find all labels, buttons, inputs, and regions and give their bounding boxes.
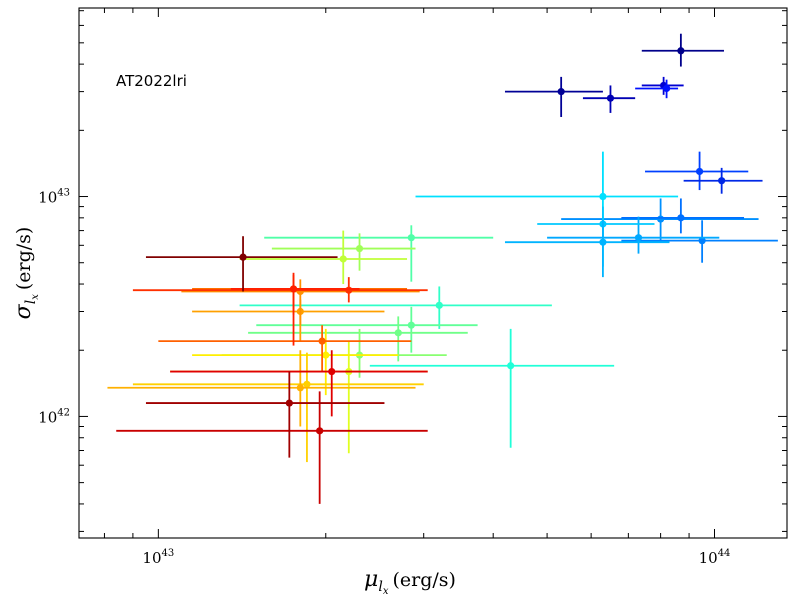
x-axis-label: μlx(erg/s) — [364, 567, 456, 597]
point-marker — [599, 238, 607, 246]
data-point — [504, 220, 670, 278]
data-point — [145, 371, 385, 458]
plot-frame — [78, 7, 788, 539]
data-point — [369, 328, 615, 448]
point-marker — [355, 244, 364, 253]
data-point — [248, 316, 468, 362]
point-marker — [677, 47, 685, 55]
point-marker — [285, 399, 293, 407]
point-marker — [606, 94, 615, 102]
point-marker — [316, 427, 324, 435]
data-point — [170, 350, 428, 417]
point-marker — [695, 167, 704, 176]
data-point — [621, 220, 778, 263]
data-point — [582, 85, 636, 113]
data-point — [145, 236, 338, 292]
data-point — [547, 216, 720, 254]
point-marker — [698, 237, 706, 245]
major-ticks — [79, 8, 787, 538]
data-points — [107, 33, 778, 504]
point-marker — [296, 384, 304, 392]
data-point — [645, 151, 749, 191]
data-point — [641, 33, 724, 67]
point-marker — [407, 321, 415, 329]
data-point — [107, 350, 416, 427]
data-point — [621, 198, 745, 234]
point-marker — [345, 286, 353, 294]
point-marker — [328, 367, 336, 376]
point-marker — [435, 301, 443, 309]
y-axis-label: σlx(erg/s) — [11, 227, 41, 320]
point-marker — [318, 337, 326, 345]
point-marker — [557, 88, 565, 96]
point-marker — [322, 351, 330, 359]
point-marker — [507, 362, 515, 370]
data-point — [239, 286, 552, 329]
x-tick-label-1e43: 1043 — [142, 548, 174, 567]
point-marker — [407, 234, 415, 242]
point-marker — [634, 234, 643, 242]
minor-ticks — [79, 8, 787, 538]
data-point — [683, 167, 763, 194]
data-point — [635, 79, 679, 99]
x-tick-label-1e44: 1044 — [699, 548, 731, 567]
point-marker — [239, 253, 247, 261]
data-point — [264, 225, 494, 282]
data-point — [230, 272, 360, 346]
point-marker — [599, 192, 607, 201]
point-marker — [289, 285, 298, 293]
point-marker — [657, 215, 665, 223]
data-point — [158, 325, 412, 372]
point-marker — [303, 380, 311, 388]
data-point — [504, 76, 603, 117]
y-tick-label-1e43: 1043 — [38, 188, 70, 207]
annotation-label: AT2022lri — [116, 72, 187, 90]
y-tick-label-1e42: 1042 — [38, 407, 70, 426]
point-marker — [394, 329, 402, 337]
data-point — [116, 391, 428, 504]
point-marker — [677, 214, 685, 222]
point-marker — [339, 255, 347, 263]
point-marker — [662, 84, 671, 93]
point-marker — [718, 177, 726, 185]
data-point — [239, 230, 408, 285]
